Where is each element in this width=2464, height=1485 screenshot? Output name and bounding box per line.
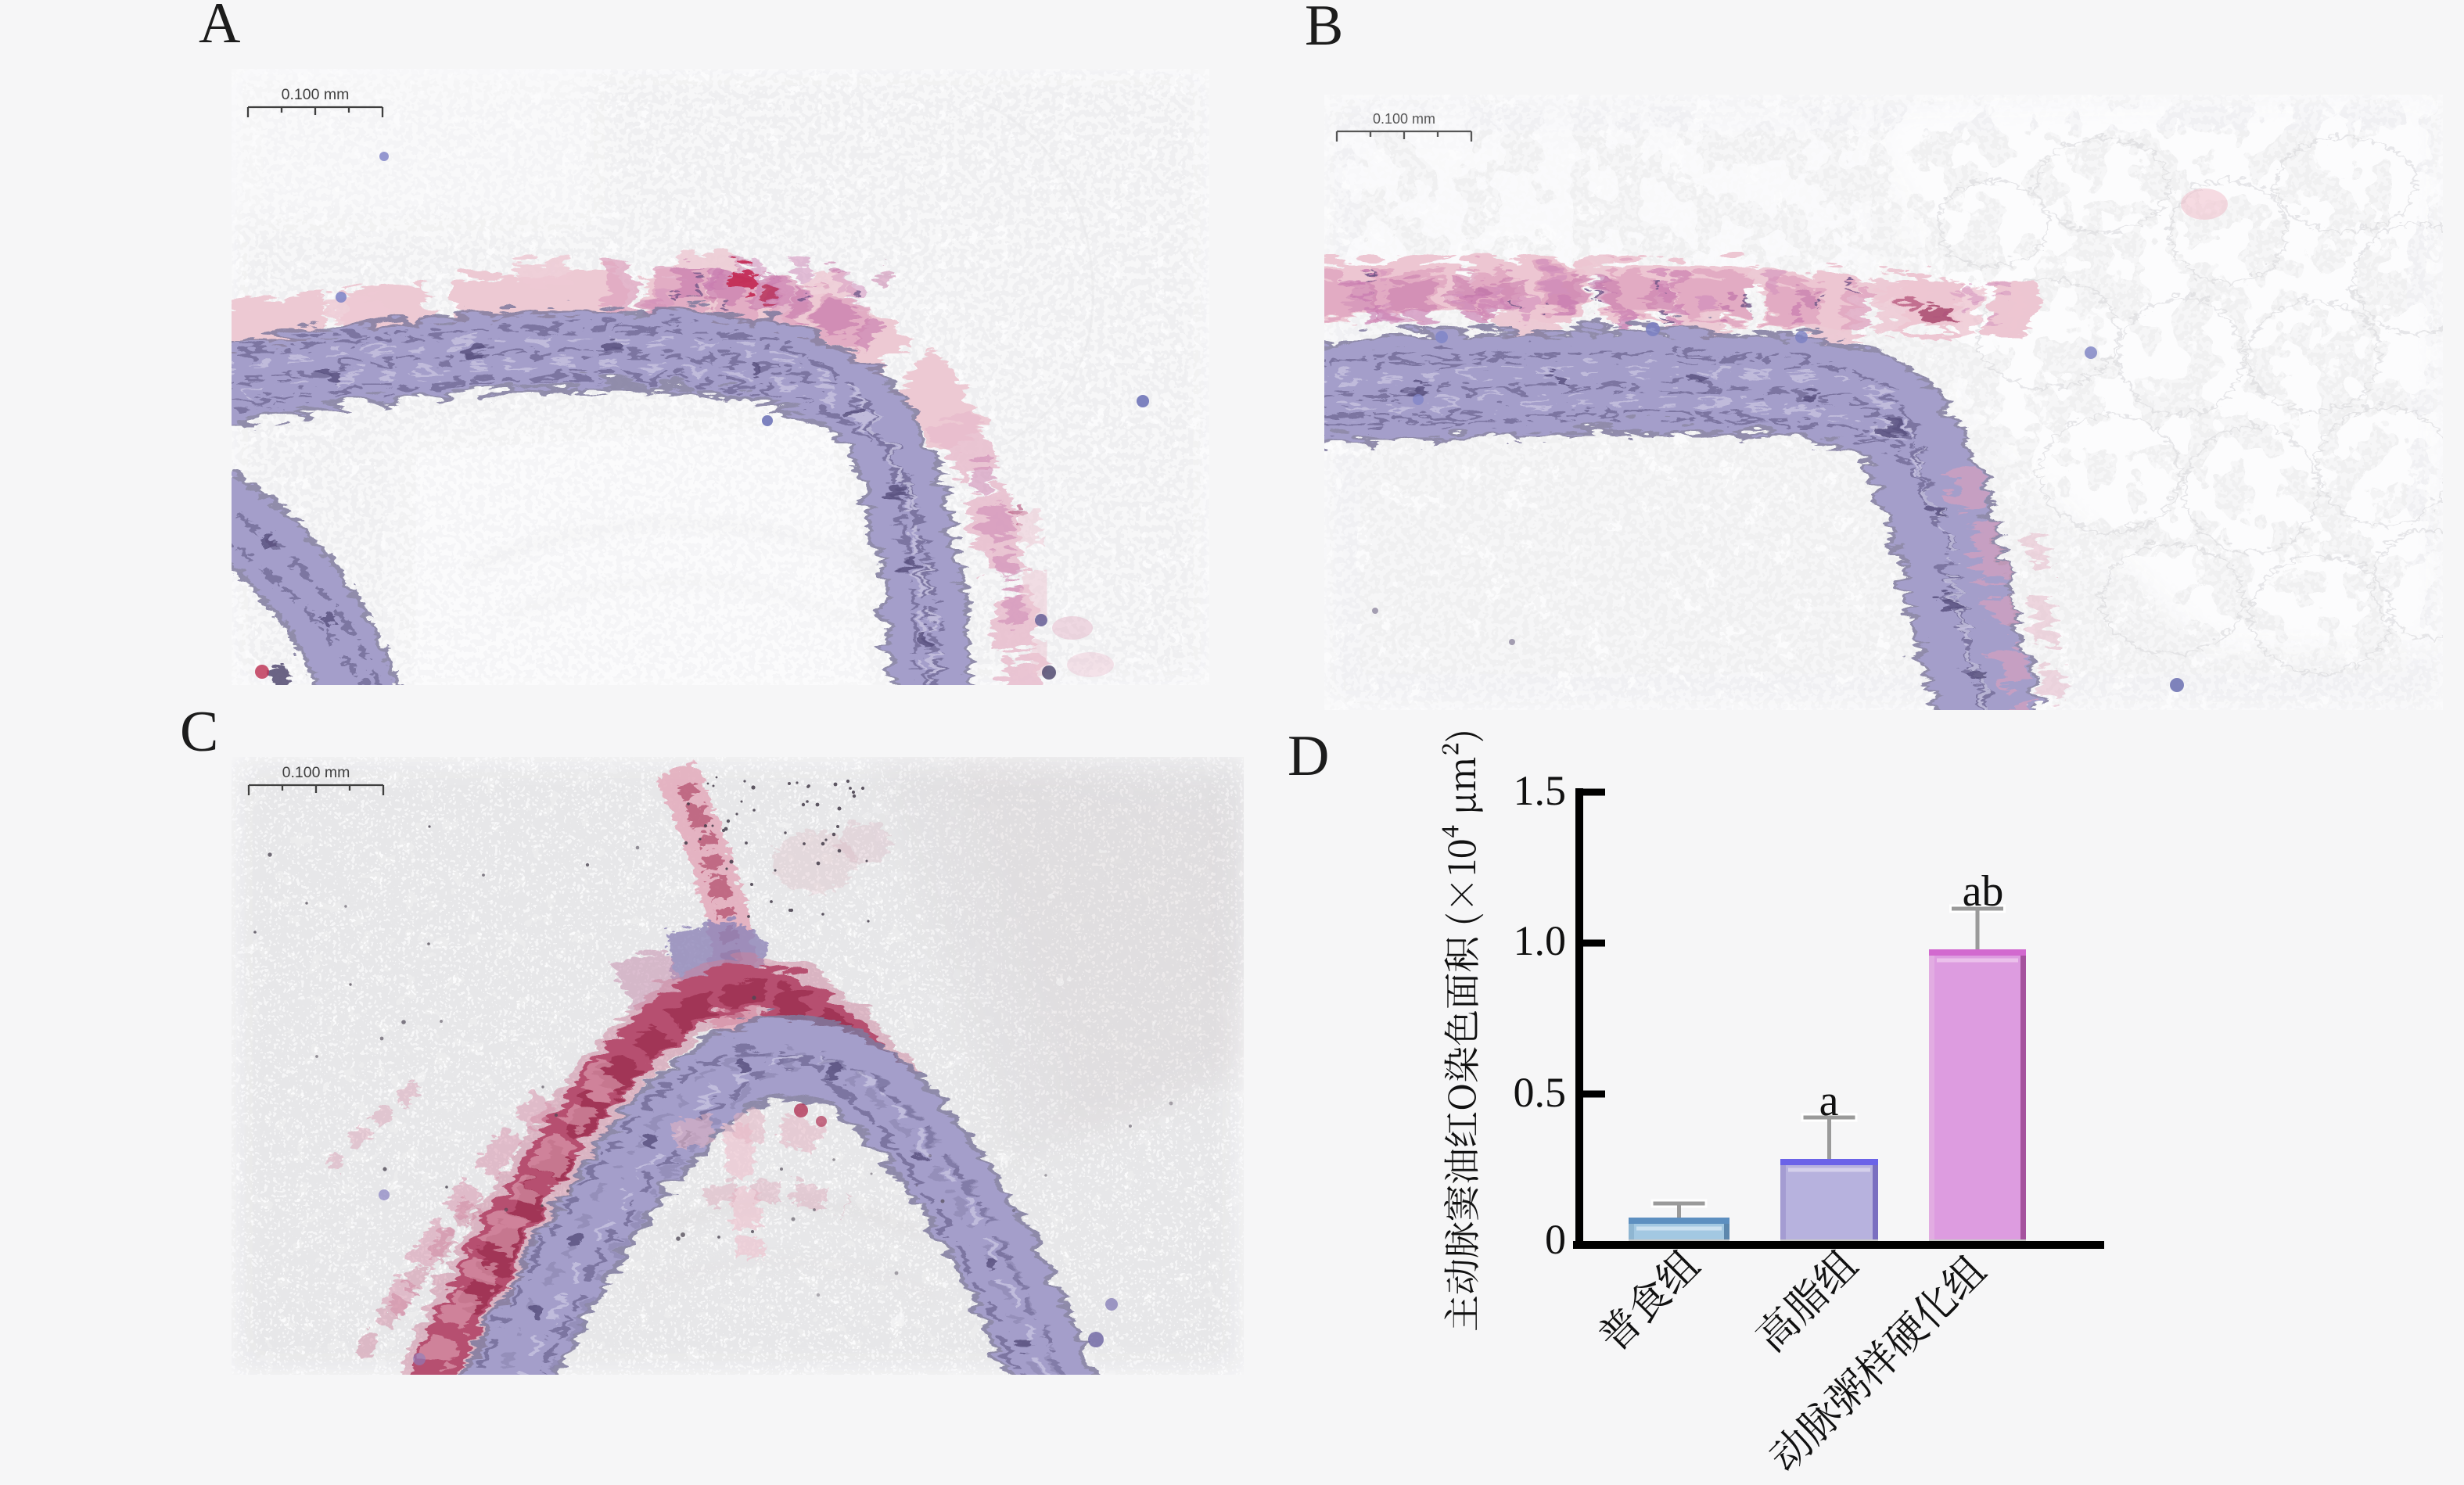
svg-text:0.5: 0.5 xyxy=(1514,1069,1567,1116)
svg-text:1.0: 1.0 xyxy=(1514,917,1567,964)
svg-text:1.5: 1.5 xyxy=(1514,767,1567,814)
svg-text:ab: ab xyxy=(1963,867,2004,916)
svg-text:0.100 mm: 0.100 mm xyxy=(282,764,350,781)
svg-text:0: 0 xyxy=(1545,1216,1566,1263)
svg-text:0.100 mm: 0.100 mm xyxy=(282,86,350,103)
svg-text:a: a xyxy=(1819,1077,1839,1125)
svg-text:0.100 mm: 0.100 mm xyxy=(1373,111,1435,127)
